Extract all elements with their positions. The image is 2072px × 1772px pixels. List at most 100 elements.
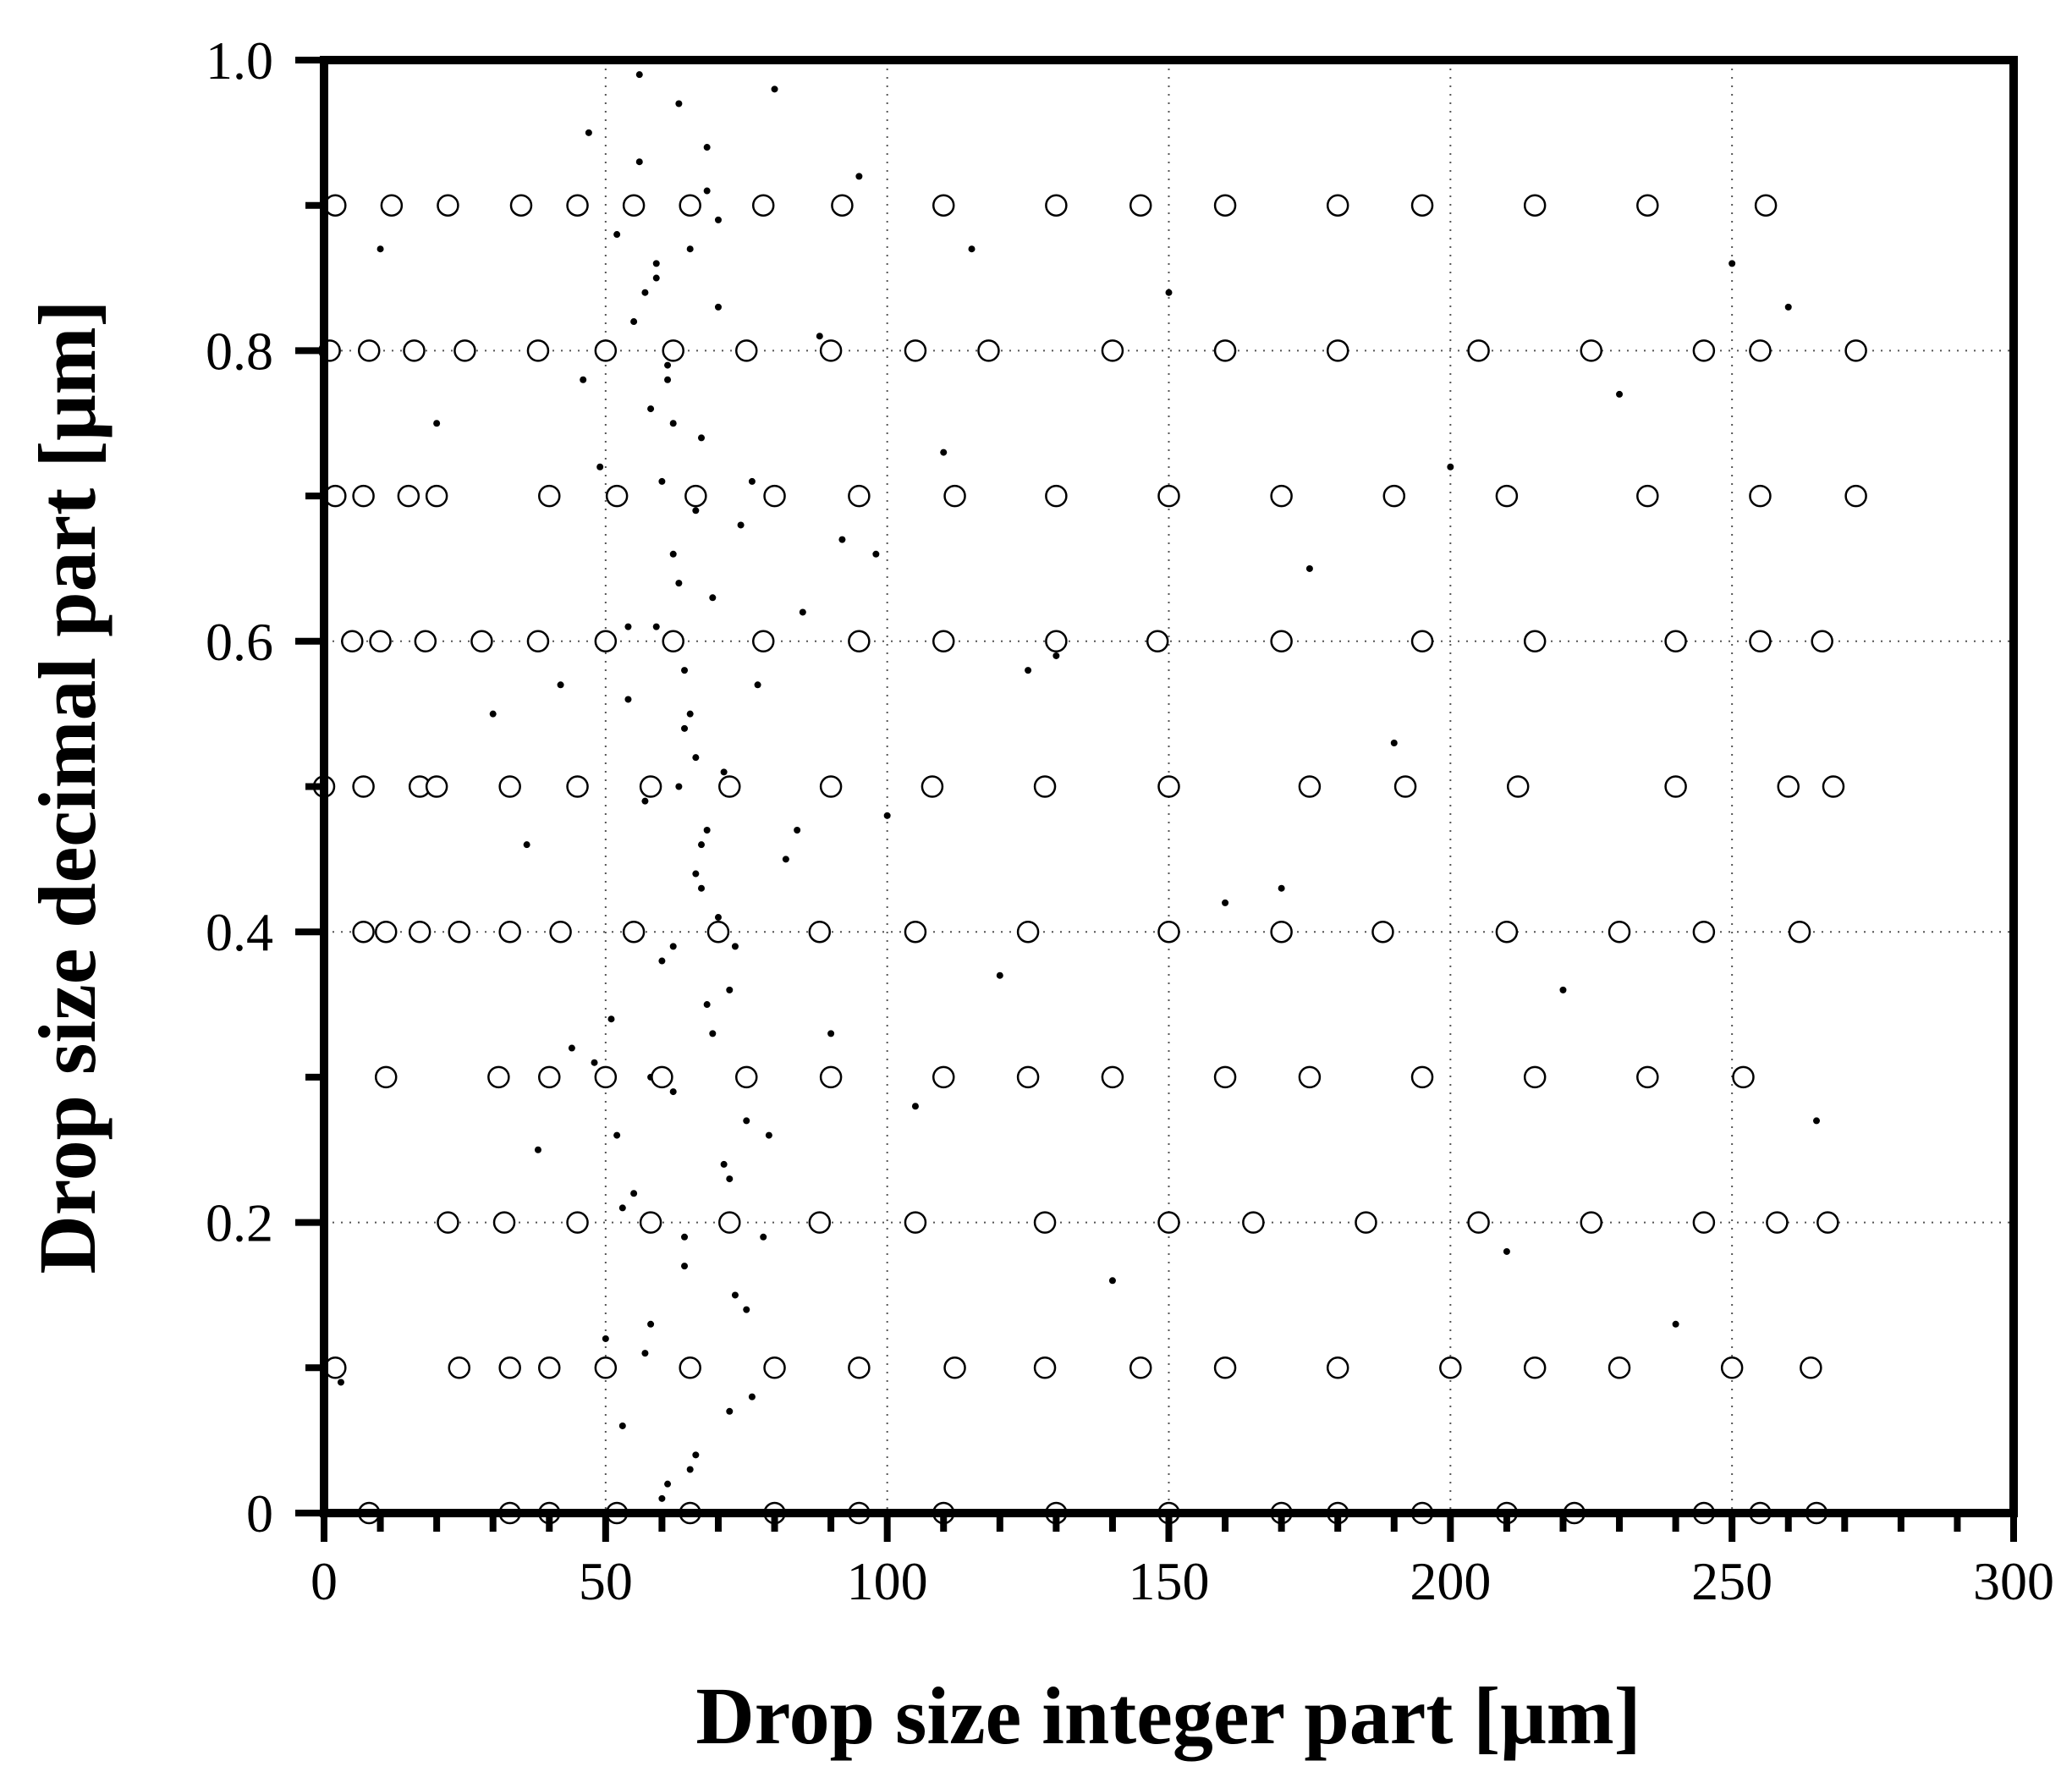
open-marker: [397, 484, 420, 508]
open-marker: [1016, 920, 1040, 944]
dot-marker: [720, 1160, 728, 1168]
open-marker: [374, 1065, 398, 1089]
dot-marker: [585, 129, 592, 136]
dot-marker: [883, 812, 891, 819]
dot-marker: [658, 477, 666, 485]
y-tick-label: 0.6: [206, 612, 273, 672]
dot-marker: [872, 550, 880, 558]
open-marker: [1692, 920, 1716, 944]
open-marker: [352, 484, 375, 508]
open-marker: [566, 775, 589, 798]
dot-marker: [681, 724, 689, 732]
dot-marker: [681, 667, 689, 674]
open-marker: [1146, 630, 1169, 653]
open-marker: [1749, 484, 1772, 508]
dot-marker: [1728, 260, 1736, 267]
dot-marker: [658, 957, 666, 965]
open-marker: [566, 194, 589, 217]
dot-marker: [1165, 289, 1173, 296]
open-marker: [408, 920, 431, 944]
open-marker: [904, 339, 927, 362]
dot-marker: [568, 1044, 575, 1052]
dot-marker: [703, 187, 711, 195]
dot-marker: [664, 376, 672, 383]
dot-marker: [748, 477, 756, 485]
open-marker: [622, 920, 646, 944]
x-tick-label: 0: [311, 1551, 338, 1611]
open-marker: [763, 1357, 786, 1379]
dot-marker: [714, 914, 722, 922]
dot-marker: [720, 768, 728, 776]
dot-marker: [799, 608, 806, 616]
open-marker: [594, 1065, 618, 1089]
dot-marker: [1025, 667, 1032, 674]
dot-marker: [686, 1466, 694, 1473]
open-marker: [718, 775, 741, 798]
open-marker: [679, 1357, 701, 1379]
open-marker: [904, 1211, 927, 1234]
dot-marker: [675, 100, 683, 107]
open-marker: [1439, 1357, 1462, 1379]
dot-marker: [1222, 899, 1229, 906]
dot-marker: [591, 1059, 598, 1066]
open-marker: [1355, 1211, 1377, 1234]
open-marker: [622, 194, 646, 217]
dot-marker: [641, 1350, 649, 1357]
open-marker: [651, 1065, 673, 1089]
dot-marker: [681, 1263, 689, 1270]
open-marker: [751, 194, 775, 217]
dot-marker: [607, 1015, 615, 1023]
open-marker: [1777, 775, 1800, 798]
open-marker: [1749, 339, 1772, 362]
open-marker: [1371, 920, 1394, 944]
dot-marker: [1503, 1247, 1510, 1255]
open-marker: [1213, 1065, 1237, 1089]
dot-marker: [692, 754, 700, 762]
dot-marker: [647, 1320, 655, 1328]
open-marker: [1129, 1357, 1152, 1379]
open-marker: [1213, 339, 1237, 362]
dot-marker: [703, 827, 711, 834]
open-marker: [341, 630, 364, 653]
open-marker: [1033, 1357, 1057, 1379]
dot-marker: [703, 144, 711, 151]
open-marker: [1045, 630, 1068, 653]
open-marker: [848, 484, 871, 508]
open-marker: [538, 1065, 561, 1089]
open-marker: [1270, 630, 1293, 653]
dot-marker: [765, 1131, 772, 1139]
open-marker: [1298, 1065, 1322, 1089]
x-axis-title: Drop size integer part [μm]: [695, 1670, 1641, 1761]
open-marker: [932, 630, 955, 653]
open-marker: [1822, 775, 1845, 798]
open-marker: [1033, 1211, 1057, 1234]
dot-marker: [794, 827, 801, 834]
dot-marker: [557, 681, 564, 689]
dot-marker: [602, 1335, 609, 1342]
dot-marker: [968, 245, 976, 253]
open-marker: [448, 1357, 471, 1379]
open-marker: [1101, 1065, 1124, 1089]
open-marker: [1129, 194, 1152, 217]
open-marker: [1608, 1357, 1631, 1379]
dot-marker: [596, 463, 604, 471]
open-marker: [1270, 920, 1293, 944]
open-marker: [1101, 339, 1124, 362]
open-marker: [718, 1211, 741, 1234]
x-tick-label: 50: [579, 1551, 633, 1611]
open-marker: [498, 1357, 521, 1379]
dot-marker: [624, 696, 632, 703]
open-marker: [437, 194, 459, 217]
open-marker: [1788, 920, 1811, 944]
open-marker: [819, 775, 843, 798]
open-marker: [1033, 775, 1057, 798]
dot-marker: [1672, 1320, 1679, 1328]
dot-marker: [911, 1103, 919, 1110]
open-marker: [1523, 1065, 1547, 1089]
dot-marker: [664, 361, 672, 369]
open-marker: [498, 920, 521, 944]
open-marker: [819, 339, 843, 362]
open-marker: [437, 1211, 459, 1234]
open-marker: [594, 630, 618, 653]
